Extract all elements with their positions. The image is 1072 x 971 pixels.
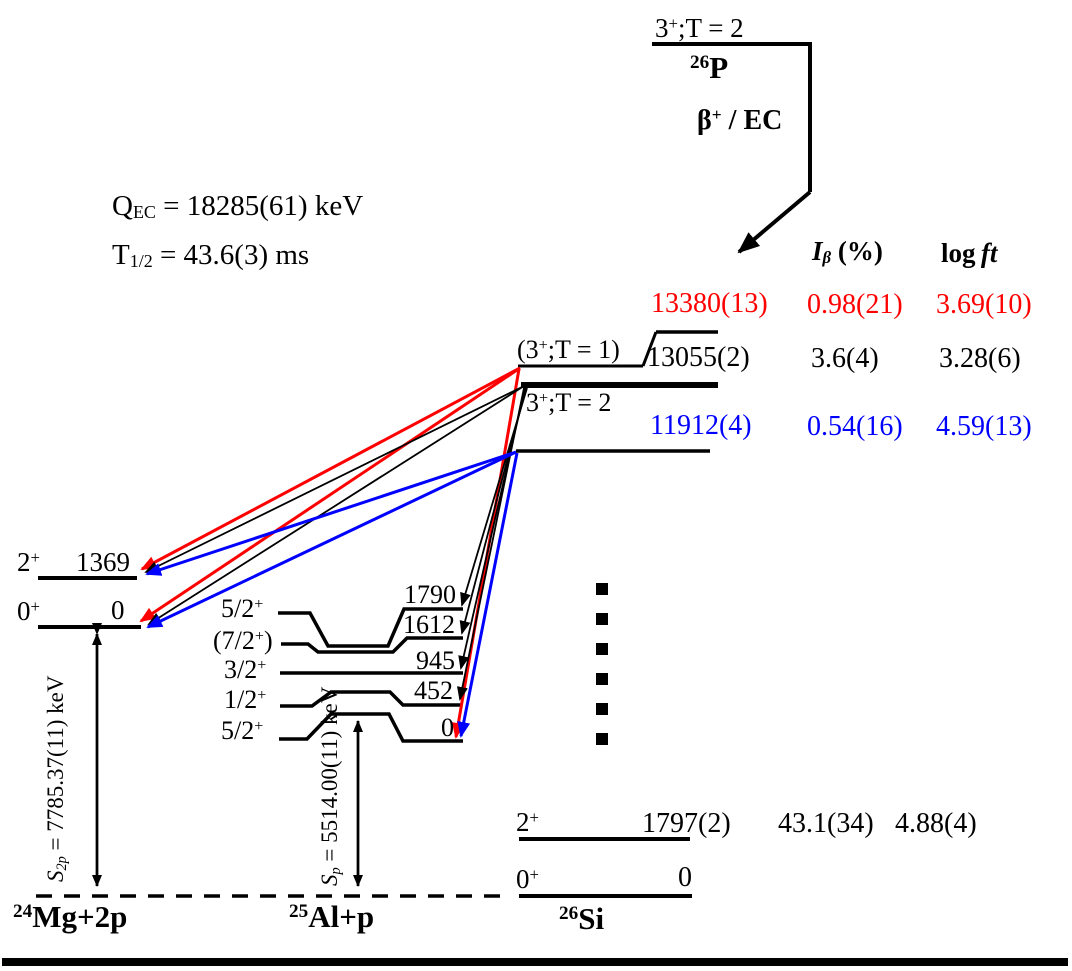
al-0-spin-label: 5/2+ bbox=[221, 716, 264, 745]
mg-1369-spin-label: 2+ bbox=[17, 547, 40, 577]
level-11912-logft: 4.59(13) bbox=[936, 411, 1032, 442]
level-11912-intensity: 0.54(16) bbox=[807, 411, 903, 442]
parent-nuclide-label: 26P bbox=[690, 50, 729, 85]
black-transition-arrows bbox=[144, 385, 528, 701]
si-lower-levels-drawing bbox=[36, 837, 692, 898]
si-0-energy: 0 bbox=[678, 862, 692, 893]
sp-label: Sp = 5514.00(11) keV bbox=[317, 686, 344, 886]
mg-0-spin-label: 0+ bbox=[17, 596, 40, 626]
si-1797-energy: 1797(2) bbox=[642, 808, 731, 839]
level-13055-energy: 13055(2) bbox=[647, 342, 750, 373]
decay-mode-label: β+ / EC bbox=[697, 105, 783, 136]
al-945-spin-label: 3/2+ bbox=[224, 655, 267, 684]
intensity-column-header: Iβ (%) bbox=[812, 236, 883, 267]
al-945-energy: 945 bbox=[416, 646, 455, 675]
parent-spin-label: 3+;T = 2 bbox=[655, 13, 744, 43]
al-1790-energy: 1790 bbox=[404, 580, 456, 609]
level-13380-logft: 3.69(10) bbox=[936, 289, 1032, 320]
bottom-rule bbox=[2, 958, 1068, 966]
parent-level-drawing bbox=[652, 42, 812, 254]
omitted-levels-dots bbox=[596, 583, 608, 745]
red-transition-arrows bbox=[139, 366, 521, 739]
q-value-label: QEC = 18285(61) keV bbox=[112, 190, 364, 223]
level-11912-energy: 11912(4) bbox=[650, 410, 752, 441]
level-13380-energy: 13380(13) bbox=[651, 288, 768, 319]
si-1797-spin-label: 2+ bbox=[516, 807, 539, 837]
si-daughter-label: 26Si bbox=[559, 901, 605, 936]
al-1612-energy: 1612 bbox=[403, 610, 455, 639]
si-0-spin-label: 0+ bbox=[516, 864, 539, 894]
si-1797-intensity: 43.1(34) bbox=[778, 808, 874, 839]
mg-daughter-label: 24Mg+2p bbox=[13, 899, 128, 934]
al-daughter-label: 25Al+p bbox=[289, 899, 375, 934]
mg-levels-drawing bbox=[38, 576, 141, 629]
level-13380-intensity: 0.98(21) bbox=[807, 289, 903, 320]
level-13055-intensity: 3.6(4) bbox=[811, 343, 879, 374]
half-life-label: T1/2 = 43.6(3) ms bbox=[112, 239, 310, 272]
s2p-label: S2p = 7785.37(11) keV bbox=[43, 675, 70, 882]
al-452-spin-label: 1/2+ bbox=[224, 685, 267, 714]
mg-0-energy: 0 bbox=[111, 595, 125, 625]
al-452-energy: 452 bbox=[414, 676, 453, 705]
al-1612-spin-label: (7/2+) bbox=[213, 626, 273, 655]
level-13055-logft: 3.28(6) bbox=[939, 343, 1021, 374]
mg-1369-energy: 1369 bbox=[76, 547, 130, 577]
al-0-energy: 0 bbox=[441, 713, 454, 742]
si-1797-logft: 4.88(4) bbox=[895, 808, 977, 839]
logft-column-header: log ft bbox=[941, 238, 998, 268]
al-1790-spin-label: 5/2+ bbox=[221, 594, 264, 623]
level-13055-spin-label: 3+;T = 2 bbox=[526, 388, 612, 417]
level-13380-spin-label: (3+;T = 1) bbox=[517, 335, 620, 364]
